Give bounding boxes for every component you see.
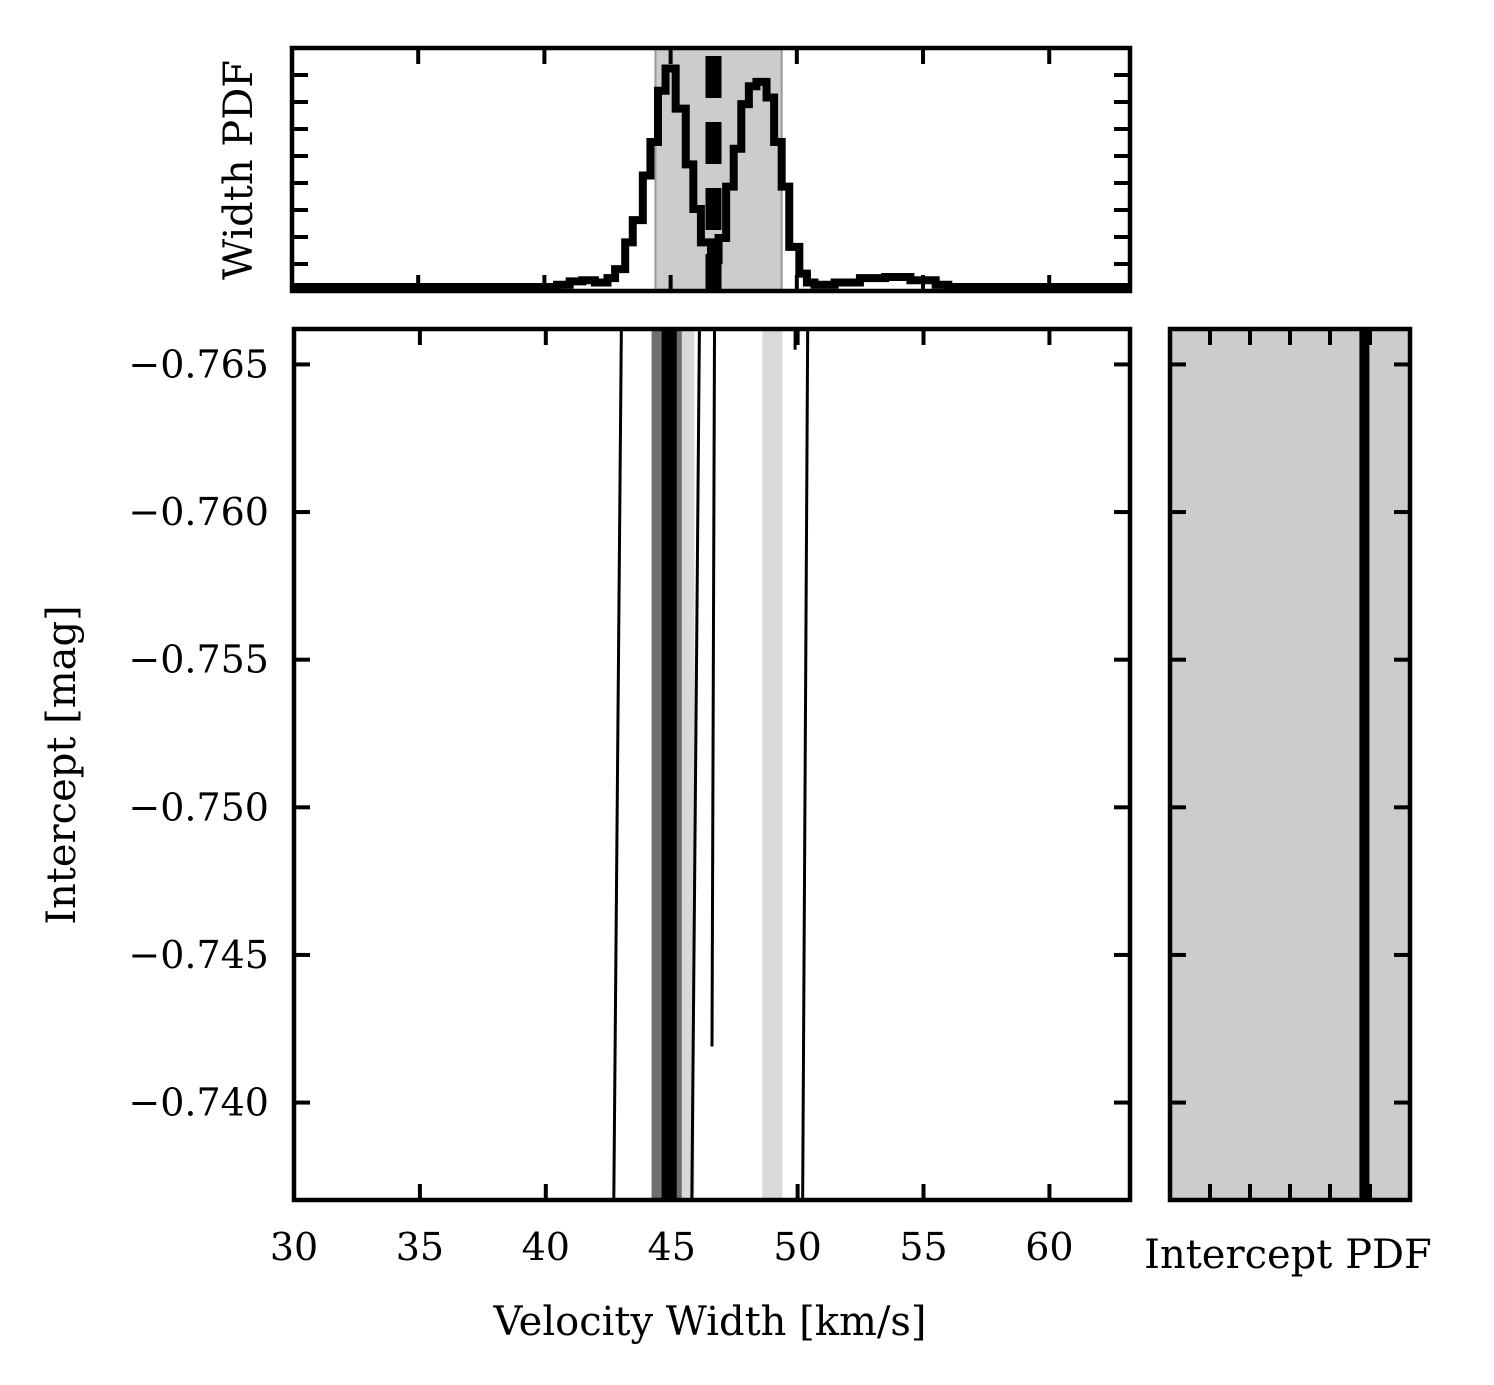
width-pdf-label: Width PDF	[216, 60, 262, 280]
y-tick-label: −0.760	[128, 490, 269, 534]
x-tick-label: 40	[522, 1225, 570, 1269]
main-band-3	[762, 329, 783, 1200]
x-tick-labels: 30 35 40 45 50 55 60	[270, 1225, 1074, 1269]
main-line-3	[801, 328, 810, 1201]
y-tick-labels: −0.765 −0.760 −0.755 −0.750 −0.745 −0.740	[128, 342, 269, 1124]
main-line-0	[612, 328, 623, 1201]
intercept-pdf-label: Intercept PDF	[1144, 1232, 1432, 1278]
main-line-1	[690, 328, 701, 1201]
x-tick-label: 30	[270, 1225, 318, 1269]
x-tick-label: 55	[899, 1225, 947, 1269]
width-pdf-histogram	[292, 64, 1130, 291]
intercept-pdf-frame	[1167, 326, 1413, 1203]
main-line-2	[710, 328, 717, 1047]
x-axis-label: Velocity Width [km/s]	[492, 1299, 926, 1345]
intercept-pdf-fill	[1170, 329, 1410, 1200]
main-bands	[651, 329, 783, 1200]
main-frame	[291, 326, 1133, 1203]
intercept-pdf-panel: Intercept PDF	[1144, 326, 1432, 1278]
x-tick-label: 35	[396, 1225, 444, 1269]
width-pdf-panel: Width PDF	[216, 45, 1133, 294]
x-tick-label: 60	[1025, 1225, 1073, 1269]
y-tick-label: −0.755	[128, 638, 269, 682]
width-pdf-frame	[289, 45, 1133, 294]
x-tick-label: 50	[773, 1225, 821, 1269]
x-tick-label: 45	[648, 1225, 696, 1269]
y-axis-label: Intercept [mag]	[39, 605, 85, 925]
intercept-pdf-ticks	[1170, 329, 1410, 1200]
y-tick-label: −0.745	[128, 933, 269, 977]
y-tick-label: −0.750	[128, 785, 269, 829]
main-panel: 30 35 40 45 50 55 60 −0.765−0.760−0.755−0.750−…	[39, 326, 1133, 1345]
main-lines	[612, 328, 810, 1201]
y-tick-label: −0.740	[128, 1081, 269, 1125]
y-tick-label: −0.765	[128, 342, 269, 386]
main-band-2	[661, 329, 677, 1200]
width-pdf-ticks	[290, 48, 1130, 291]
